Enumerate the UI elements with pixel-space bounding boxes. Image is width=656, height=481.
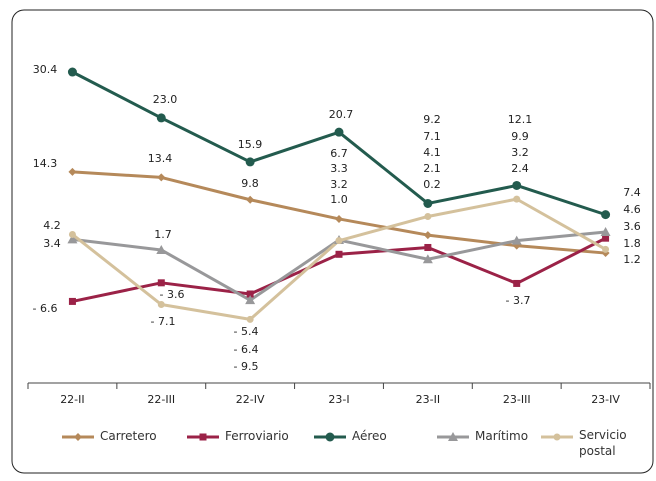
data-label: - 6.4 [234, 343, 259, 356]
legend-label: Carretero [100, 429, 157, 443]
legend-swatch [437, 432, 469, 441]
marker [68, 167, 77, 176]
data-label: 3.3 [330, 162, 348, 175]
marker [422, 254, 433, 264]
marker [423, 231, 432, 240]
legend-label: Ferroviario [225, 429, 289, 443]
legend-swatch [62, 433, 94, 441]
marker [246, 195, 255, 204]
data-label: 9.8 [241, 177, 259, 190]
marker [512, 180, 522, 190]
data-label: 12.1 [508, 113, 533, 126]
marker [602, 245, 610, 253]
data-label: - 3.6 [160, 288, 185, 301]
marker [246, 315, 254, 323]
marker [156, 244, 167, 254]
marker [68, 230, 76, 238]
marker [513, 195, 521, 203]
marker [513, 279, 521, 287]
marker [602, 234, 610, 242]
data-label: 9.9 [511, 130, 529, 143]
data-label: - 3.7 [506, 294, 531, 307]
x-tick-label: 23-III [503, 393, 531, 406]
legend-swatch [314, 432, 346, 442]
marker [67, 67, 77, 77]
marker [424, 212, 432, 220]
data-label: 3.6 [623, 220, 641, 233]
marker [553, 433, 561, 441]
legend-item: Marítimo [437, 429, 528, 443]
data-label: 13.4 [148, 152, 173, 165]
data-label: - 9.5 [234, 360, 259, 373]
marker [335, 250, 343, 258]
legend-swatch [187, 433, 219, 441]
marker [423, 198, 433, 208]
x-tick-label: 22-II [60, 393, 84, 406]
marker [335, 237, 343, 245]
data-label: 20.7 [329, 108, 354, 121]
marker [424, 243, 432, 251]
marker [245, 295, 256, 305]
marker [199, 433, 207, 441]
data-label: 30.4 [33, 63, 58, 76]
data-label: - 5.4 [234, 325, 259, 338]
data-label: 7.1 [423, 130, 441, 143]
marker [157, 173, 166, 182]
marker [511, 235, 522, 245]
x-tick-label: 22-IV [236, 393, 265, 406]
data-label: 7.4 [623, 186, 641, 199]
data-label: 1.7 [154, 228, 172, 241]
x-tick-label: 23-II [416, 393, 440, 406]
data-label: 2.4 [511, 162, 529, 175]
marker [325, 432, 335, 442]
x-tick-label: 23-I [328, 393, 349, 406]
legend-label: Aéreo [352, 429, 387, 443]
marker [157, 301, 165, 309]
data-label: 2.1 [423, 162, 441, 175]
data-label: 3.2 [511, 146, 529, 159]
legend-item: Aéreo [314, 429, 387, 443]
marker [245, 157, 255, 167]
data-label: 1.0 [330, 193, 348, 206]
marker [157, 279, 165, 287]
data-label: - 6.6 [33, 302, 58, 315]
marker [448, 432, 458, 441]
data-label: 4.6 [623, 203, 641, 216]
data-label: 4.2 [43, 219, 61, 232]
marker [246, 290, 254, 298]
data-label: 1.8 [623, 237, 641, 250]
x-tick-label: 23-IV [591, 393, 620, 406]
data-label: 3.2 [330, 178, 348, 191]
legend-item: Ferroviario [187, 429, 289, 443]
data-label: 15.9 [238, 138, 263, 151]
marker [334, 127, 344, 137]
legend-swatch [541, 433, 573, 441]
legend-label: Marítimo [475, 429, 529, 443]
data-label: 4.1 [423, 146, 441, 159]
x-tick-label: 22-III [147, 393, 175, 406]
legend-label: Servicio postal [579, 428, 627, 458]
data-label: - 7.1 [151, 315, 176, 328]
data-label: 9.2 [423, 113, 441, 126]
legend-item: Carretero [62, 429, 157, 443]
marker [156, 113, 166, 123]
legend-item: Servicio postal [541, 428, 639, 459]
data-label: 6.7 [330, 147, 348, 160]
data-label: 3.4 [43, 237, 61, 250]
marker [68, 297, 76, 305]
data-label: 1.2 [623, 253, 641, 266]
marker [600, 226, 611, 236]
data-label: 23.0 [153, 93, 178, 106]
marker [67, 234, 78, 244]
data-label: 14.3 [33, 157, 58, 170]
data-label: 0.2 [423, 178, 441, 191]
marker [601, 210, 611, 220]
marker [335, 214, 343, 223]
frame [11, 9, 654, 474]
marker [74, 433, 82, 441]
